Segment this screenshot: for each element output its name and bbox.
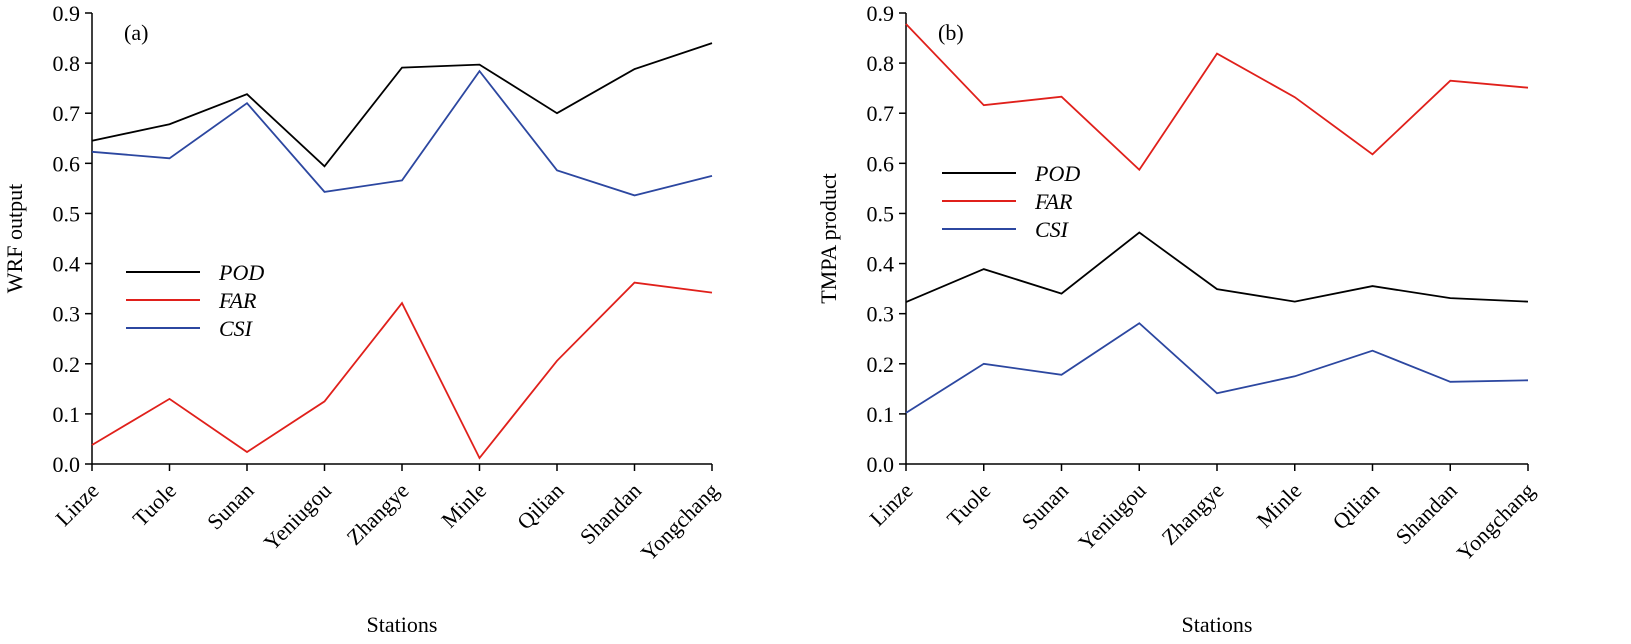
y-tick-label: 0.0: [53, 452, 81, 477]
series-line-far: [905, 23, 1529, 172]
y-tick-label: 0.6: [867, 151, 895, 176]
y-tick-label: 0.7: [53, 101, 81, 126]
y-tick-label: 0.3: [867, 302, 895, 327]
x-tick-label: Minle: [1251, 478, 1306, 533]
y-tick-label: 0.9: [867, 1, 895, 26]
legend: POD FAR CSI: [942, 161, 1080, 242]
y-tick-label: 0.3: [53, 302, 81, 327]
series-line-pod: [91, 42, 713, 168]
y-tick-label: 0.0: [867, 452, 895, 477]
x-tick-label: Zhangye: [1156, 478, 1228, 550]
y-tick-label: 0.4: [53, 252, 81, 277]
x-tick-label: Zhangye: [341, 478, 413, 550]
y-tick-label: 0.7: [867, 101, 895, 126]
series-line-pod: [905, 231, 1529, 303]
y-axis-title: TMPA product: [816, 173, 841, 304]
y-tick-label: 0.8: [53, 51, 81, 76]
series-line-csi: [91, 69, 713, 197]
x-tick-label: Linze: [50, 478, 103, 531]
y-tick-label: 0.5: [867, 201, 895, 226]
legend-label-pod: POD: [1034, 161, 1080, 186]
legend-label-csi: CSI: [1035, 217, 1070, 242]
x-tick-label: Yeniugou: [1073, 478, 1150, 555]
y-tick-label: 0.1: [53, 402, 81, 427]
x-tick-label: Yongchang: [1452, 478, 1540, 566]
panel-label: (b): [938, 20, 964, 45]
panel-label: (a): [124, 20, 148, 45]
y-tick-label: 0.6: [53, 151, 81, 176]
x-tick-label: Shandan: [575, 478, 646, 549]
legend-label-csi: CSI: [219, 316, 254, 341]
y-tick-label: 0.9: [53, 1, 81, 26]
x-axis-title: Stations: [367, 612, 438, 637]
x-tick-label: Sunan: [202, 478, 259, 535]
y-tick-label: 0.5: [53, 201, 81, 226]
x-tick-label: Tuole: [128, 478, 181, 531]
x-axis-title: Stations: [1182, 612, 1253, 637]
x-tick-label: Shandan: [1391, 478, 1462, 549]
legend-label-far: FAR: [218, 288, 257, 313]
legend: POD FAR CSI: [126, 260, 264, 341]
y-tick-label: 0.1: [867, 402, 895, 427]
x-tick-label: Linze: [864, 478, 917, 531]
y-tick-label: 0.4: [867, 252, 895, 277]
series-line-far: [91, 281, 713, 460]
x-tick-label: Yeniugou: [259, 478, 336, 555]
panel-b: 0.0 0.1 0.2 0.3 0.4 0.5 0.6 0.7 0.8 0.9 Linze Tuole…: [816, 1, 1540, 637]
legend-label-pod: POD: [218, 260, 264, 285]
y-tick-label: 0.8: [867, 51, 895, 76]
x-tick-label: Yongchang: [636, 478, 724, 566]
panel-a: 0.0 0.1 0.2 0.3 0.4 0.5 0.6 0.7 0.8 0.9 Linze Tuole…: [2, 1, 724, 637]
x-tick-label: Qilian: [512, 478, 569, 535]
legend-label-far: FAR: [1034, 189, 1073, 214]
x-tick-label: Minle: [436, 478, 491, 533]
y-axis-title: WRF output: [2, 184, 27, 293]
y-tick-label: 0.2: [867, 352, 895, 377]
x-tick-label: Qilian: [1327, 478, 1384, 535]
x-tick-label: Tuole: [942, 478, 995, 531]
y-tick-label: 0.2: [53, 352, 81, 377]
series-line-csi: [905, 322, 1529, 414]
x-tick-label: Sunan: [1016, 478, 1073, 535]
